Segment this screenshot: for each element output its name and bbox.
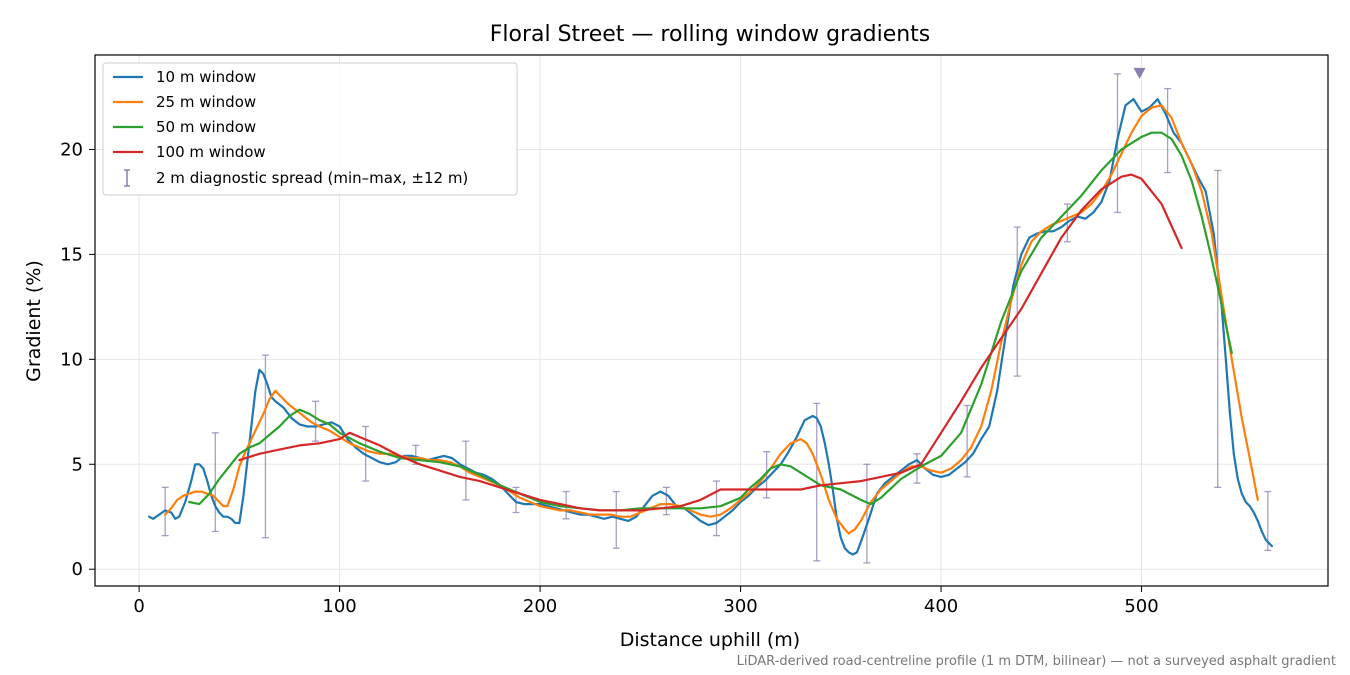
legend-label: 100 m window <box>156 143 266 161</box>
error-bar <box>261 354 269 539</box>
x-tick-label: 500 <box>1124 596 1158 617</box>
x-axis-ticks: 0 100 200 300 400 500 <box>133 586 1159 617</box>
x-tick-label: 400 <box>924 596 958 617</box>
error-bar <box>312 400 320 442</box>
series-lines <box>148 98 1273 556</box>
error-bar <box>662 486 670 516</box>
legend-label: 25 m window <box>156 93 256 111</box>
y-tick-label: 15 <box>60 244 83 265</box>
x-tick-label: 300 <box>723 596 757 617</box>
y-tick-label: 0 <box>72 559 83 580</box>
y-axis-ticks: 0 5 10 15 20 <box>60 139 95 580</box>
max-gradient-marker <box>1133 67 1146 79</box>
chart-title: Floral Street — rolling window gradients <box>490 22 931 47</box>
footnote: LiDAR-derived road-centreline profile (1… <box>737 654 1336 669</box>
legend: 10 m window 25 m window 50 m window 100 m w… <box>102 62 518 196</box>
y-tick-label: 20 <box>60 139 83 160</box>
y-tick-label: 5 <box>72 454 83 475</box>
error-bar <box>1164 87 1172 174</box>
x-tick-label: 100 <box>322 596 356 617</box>
y-axis-label: Gradient (%) <box>23 260 45 382</box>
legend-box <box>102 62 518 196</box>
y-tick-label: 10 <box>60 349 83 370</box>
series-line-4 <box>238 173 1183 512</box>
legend-errorbar-swatch <box>124 169 130 187</box>
max-marker <box>1133 67 1146 79</box>
error-bar <box>1214 169 1222 489</box>
series-line-1 <box>148 98 1273 556</box>
x-tick-label: 200 <box>523 596 557 617</box>
error-bar <box>1013 226 1021 377</box>
series-line-3 <box>188 131 1233 512</box>
legend-label: 10 m window <box>156 68 256 86</box>
legend-label: 50 m window <box>156 118 256 136</box>
plot-frame <box>94 54 1329 587</box>
x-axis-label: Distance uphill (m) <box>620 629 800 651</box>
legend-label: 2 m diagnostic spread (min–max, ±12 m) <box>156 169 468 187</box>
error-bar <box>612 490 620 549</box>
x-tick-label: 0 <box>133 596 144 617</box>
error-bar <box>713 480 721 537</box>
error-bar <box>211 432 219 533</box>
